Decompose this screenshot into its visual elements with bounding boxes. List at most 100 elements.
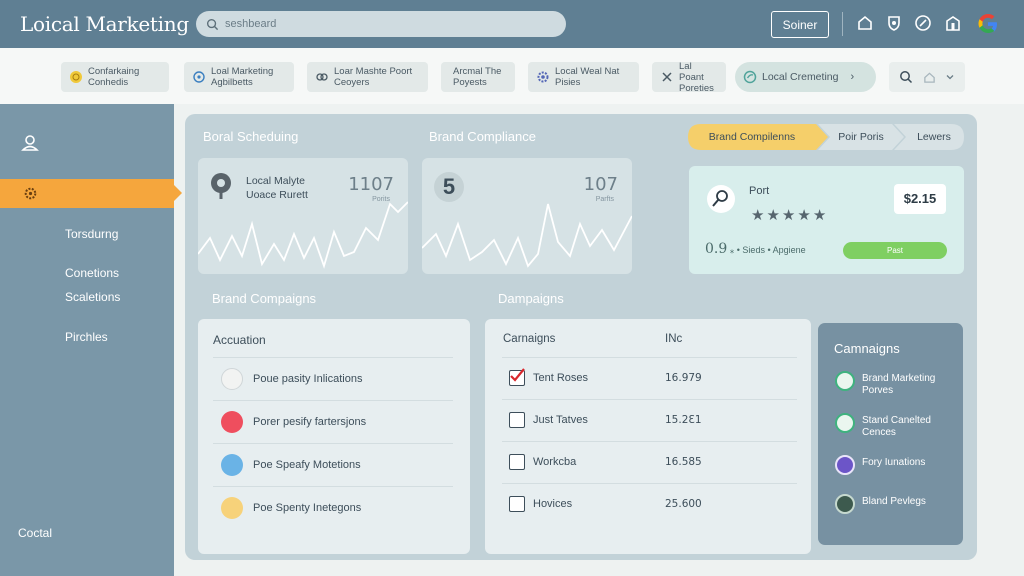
section-title-compliance: Brand Compliance: [429, 129, 536, 144]
search-icon[interactable]: [899, 70, 913, 84]
rating-card: Port ★★★★★ $2.15 0.9 ⁎ • Sieds • Apgiene…: [689, 166, 964, 274]
panel-item[interactable]: Fory Iunations: [835, 455, 960, 475]
stat-row: 0.9 ⁎ • Sieds • Apgiene: [705, 241, 806, 257]
breadcrumb: Brand Compilenns Poir Poris Lewers: [688, 124, 964, 150]
filter-chip[interactable]: Local Weal Nat Pisies: [528, 62, 639, 92]
top-bar: Loical Marketing Soiner: [0, 0, 1024, 48]
compass-icon[interactable]: [914, 14, 932, 32]
metric-unit: Parfts: [595, 196, 614, 203]
checkbox-checked[interactable]: [509, 368, 525, 386]
sidebar-item-active[interactable]: [0, 179, 182, 208]
shield-icon[interactable]: [885, 14, 903, 32]
location-pin-icon: [211, 173, 231, 199]
check-circle-icon: [835, 413, 855, 433]
filter-chip[interactable]: Loal Marketing Agbilbetts: [184, 62, 294, 92]
home-icon[interactable]: [923, 71, 936, 84]
search-input[interactable]: [225, 18, 545, 30]
table-row[interactable]: Tent Roses 16.979: [502, 357, 797, 399]
sidebar-footer-link[interactable]: Coctal: [18, 526, 53, 540]
filter-chip-label: Loal Marketing Agbilbetts: [211, 66, 274, 88]
sidebar-item-pirchles[interactable]: Pirchles: [65, 330, 108, 344]
avatar: [221, 368, 243, 390]
breadcrumb-item[interactable]: Brand Compilenns: [708, 131, 796, 143]
play-icon: [835, 455, 855, 475]
status-icon: [835, 371, 855, 391]
table-cell-value: 25.600: [665, 498, 702, 510]
star-icon: ★: [797, 207, 813, 224]
metric-label: Local Malyte Uoace Rurett: [246, 175, 308, 201]
list-item-label: Poue pasity Inlications: [253, 373, 363, 385]
list-item[interactable]: Poue pasity Inlications: [213, 357, 453, 400]
panel-item[interactable]: Stand Canelted Cences: [835, 413, 960, 439]
panel-item[interactable]: Bland Pevlegs: [835, 494, 960, 514]
table-row[interactable]: Hovices 25.600: [502, 483, 797, 525]
table-header-name: Carnaigns: [503, 333, 556, 345]
home-icon[interactable]: [856, 14, 874, 32]
magnifier-user-icon: [707, 185, 735, 213]
list-item-label: Poe Spenty Inetegons: [253, 502, 362, 514]
table-cell-value: 15.2Ɛ1: [665, 414, 702, 426]
sidebar-item-scaletions[interactable]: Scaletions: [65, 290, 121, 304]
avatar: [221, 497, 243, 519]
table-cell-name: Workcba: [533, 456, 577, 468]
main-panel: Boral Scheduing Brand Compliance Brand C…: [185, 114, 977, 560]
filter-chip-label: Confarkaing Conhedis: [88, 66, 140, 88]
star-rating[interactable]: ★★★★★: [751, 206, 828, 224]
checkbox[interactable]: [509, 496, 525, 512]
table-cell-name: Tent Roses: [533, 372, 589, 384]
list-header: Accuation: [213, 333, 266, 347]
google-icon[interactable]: [976, 12, 1000, 36]
breadcrumb-item[interactable]: Lewers: [917, 131, 951, 143]
sidebar-item-conetions[interactable]: Conetions: [65, 266, 120, 280]
filter-chip-label: Arcmal The Poyests: [453, 66, 502, 88]
globe-icon: [835, 494, 855, 514]
filter-chip-active[interactable]: Local Cremeting ›: [735, 62, 876, 92]
checkbox[interactable]: [509, 412, 525, 428]
user-icon[interactable]: [21, 134, 39, 152]
filter-chip[interactable]: Loar Mashte Poort Ceoyers: [307, 62, 428, 92]
link-icon: [316, 73, 328, 81]
filter-bar: Confarkaing Conhedis Loal Marketing Agbi…: [0, 48, 1024, 104]
panel-item[interactable]: Brand Marketing Porves: [835, 371, 960, 397]
sparkline: [422, 203, 632, 268]
filter-tools: [889, 62, 965, 92]
search-bar[interactable]: [196, 11, 566, 37]
list-item[interactable]: Porer pesify fartersjons: [213, 400, 453, 443]
tools-icon: [662, 72, 672, 82]
sidebar: Torsdurng Conetions Scaletions Pirchles …: [0, 104, 182, 576]
panel-item-label: Stand Canelted Cences: [862, 415, 931, 438]
coin-icon: [70, 71, 82, 83]
list-item[interactable]: Poe Spenty Inetegons: [213, 486, 453, 529]
metric-card[interactable]: Local Malyte Uoace Rurett 1107 Porits: [198, 158, 408, 274]
check-icon: [510, 368, 525, 382]
divider: [842, 12, 843, 36]
table-cell-name: Just Tatves: [533, 414, 588, 426]
filter-chip-label: Lal Poant Poreties: [679, 60, 714, 94]
sidebar-item-torsdurng[interactable]: Torsdurng: [65, 227, 119, 241]
gear-icon: [537, 71, 549, 83]
join-button[interactable]: Soiner: [771, 11, 829, 38]
list-item-label: Poe Speafy Motetions: [253, 459, 361, 471]
table-header-value: INc: [665, 333, 683, 345]
star-icon: ★: [781, 207, 798, 224]
past-button[interactable]: Past: [843, 242, 947, 259]
filter-chip[interactable]: Confarkaing Conhedis: [61, 62, 169, 92]
metric-value: 107: [583, 174, 618, 195]
checkbox[interactable]: [509, 454, 525, 470]
table-row[interactable]: Just Tatves 15.2Ɛ1: [502, 399, 797, 441]
section-title-dampaigns: Dampaigns: [498, 291, 564, 306]
chevron-down-icon[interactable]: [945, 72, 955, 82]
campaigns-panel: Camnaigns Brand Marketing Porves Stand C…: [818, 323, 963, 545]
table-row[interactable]: Workcba 16.585: [502, 441, 797, 483]
section-title-campaigns: Brand Compaigns: [212, 291, 317, 306]
filter-chip[interactable]: Lal Poant Poreties: [652, 60, 726, 94]
campaign-table: Carnaigns INc Tent Roses 16.979 Just Tat…: [485, 319, 811, 554]
filter-chip[interactable]: Arcmal The Poyests: [441, 62, 515, 92]
metric-card[interactable]: 5 107 Parfts: [422, 158, 632, 274]
search-icon: [206, 18, 219, 30]
building-icon[interactable]: [944, 14, 962, 32]
chevron-right-icon[interactable]: ›: [850, 70, 855, 83]
breadcrumb-item[interactable]: Poir Poris: [838, 131, 884, 143]
list-item[interactable]: Poe Speafy Motetions: [213, 443, 453, 486]
price-tag: $2.15: [894, 184, 946, 214]
